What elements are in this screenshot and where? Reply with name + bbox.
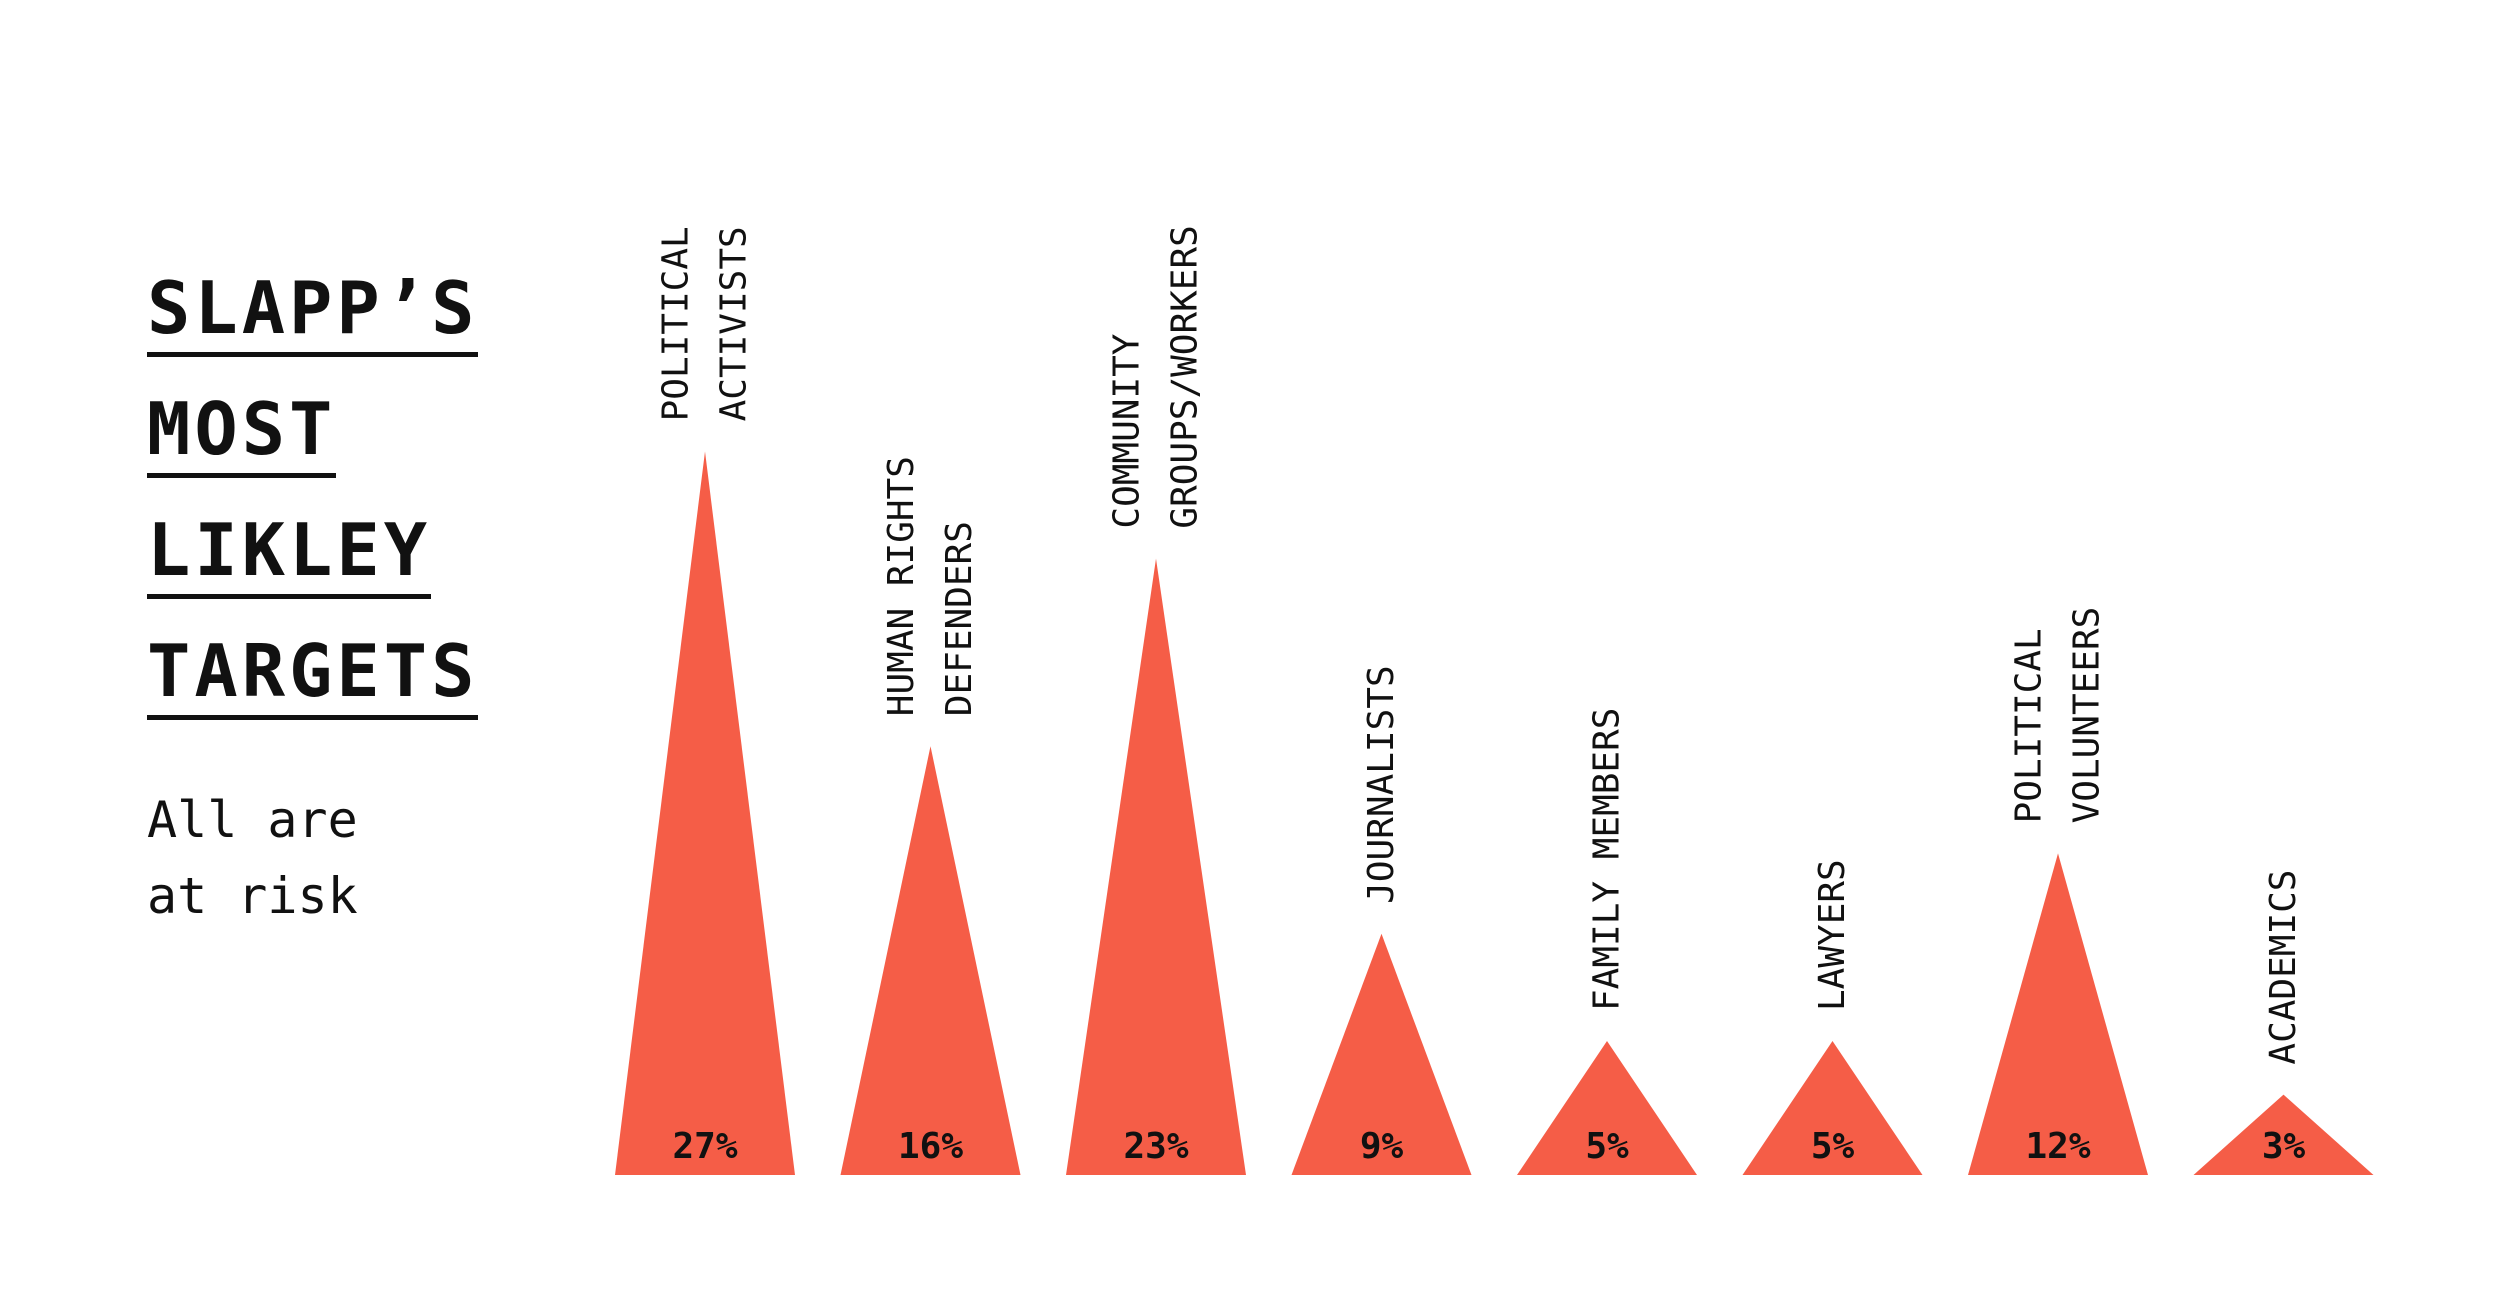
value-label: 12% [2025, 1126, 2090, 1167]
title-line: TARGETS [147, 611, 567, 732]
category-label-line: FAMILY MEMBERS [1587, 708, 1628, 1011]
category-label-line: JOURNALISTS [1361, 665, 1402, 903]
triangle-bar [615, 451, 795, 1175]
triangle-bar [1066, 558, 1246, 1175]
value-label: 3% [2262, 1126, 2306, 1167]
value-label: 9% [1360, 1126, 1404, 1167]
category-label: POLITICAL VOLUNTEERS [2009, 607, 2108, 824]
category-label: COMMUNITY GROUPS/WORKERS [1107, 225, 1206, 528]
value-label: 5% [1585, 1126, 1629, 1167]
triangle-bar [840, 746, 1021, 1175]
category-label: ACADEMICS [2263, 870, 2304, 1065]
category-label: HUMAN RIGHTS DEFENDERS [881, 456, 980, 716]
triangle-bar [1517, 1041, 1697, 1175]
value-label: 27% [672, 1126, 737, 1167]
chart-title: SLAPP’S MOST LIKLEY TARGETS [147, 248, 567, 732]
triangle-bar [1968, 853, 2148, 1175]
category-label: JOURNALISTS [1361, 665, 1402, 903]
triangle-bar [1291, 933, 1472, 1175]
value-label: 16% [898, 1126, 963, 1167]
title-line: MOST [147, 369, 567, 490]
category-label-line: DEFENDERS [939, 521, 980, 716]
category-label: POLITICAL ACTIVISTS [656, 226, 755, 421]
category-label-line: ACTIVISTS [714, 226, 755, 421]
category-label-line: HUMAN RIGHTS [881, 456, 922, 716]
triangle-bar [1742, 1041, 1923, 1175]
chart-subtitle: All are at risk [147, 782, 547, 934]
category-label-line: POLITICAL [656, 226, 697, 421]
category-label-line: POLITICAL [2009, 628, 2050, 823]
triangle-bar [2193, 1094, 2374, 1175]
category-label: LAWYERS [1812, 859, 1853, 1011]
subtitle-line: All are [147, 791, 358, 849]
category-label-line: COMMUNITY [1107, 333, 1148, 528]
category-label-line: GROUPS/WORKERS [1165, 225, 1206, 528]
category-label-line: ACADEMICS [2263, 870, 2304, 1065]
category-label-line: LAWYERS [1812, 859, 1853, 1011]
title-line: SLAPP’S [147, 248, 567, 369]
value-label: 23% [1123, 1126, 1188, 1167]
category-label: FAMILY MEMBERS [1587, 708, 1628, 1011]
subtitle-line: at risk [147, 867, 358, 925]
title-line: LIKLEY [147, 490, 567, 611]
category-label-line: VOLUNTEERS [2067, 607, 2108, 824]
value-label: 5% [1811, 1126, 1855, 1167]
